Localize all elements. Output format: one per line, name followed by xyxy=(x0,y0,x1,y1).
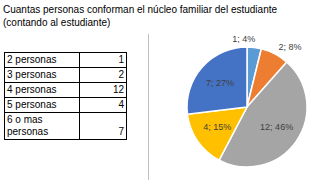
svg-text:2; 8%: 2; 8% xyxy=(279,42,302,52)
html-text:5 personas: 5 personas xyxy=(7,99,57,110)
html-text:2 personas: 2 personas xyxy=(7,54,57,65)
svg-text:12; 46%: 12; 46% xyxy=(260,122,293,132)
html-text:4: 4 xyxy=(118,99,124,110)
html-text:12: 12 xyxy=(112,84,124,95)
html-text:3 personas: 3 personas xyxy=(7,69,57,80)
html-text:Cuantas personas conforman el: Cuantas personas conforman el núcleo fam… xyxy=(3,4,278,28)
svg-text:4; 15%: 4; 15% xyxy=(203,122,231,132)
html-text:6 o mas personas: 6 o mas personas xyxy=(7,114,49,137)
svg-text:1; 4%: 1; 4% xyxy=(232,34,255,44)
html-text:1: 1 xyxy=(118,54,124,65)
html-text:7: 7 xyxy=(118,126,124,137)
svg-text:7; 27%: 7; 27% xyxy=(206,78,234,88)
html-text:2: 2 xyxy=(118,69,124,80)
html-text:4 personas: 4 personas xyxy=(7,84,57,95)
